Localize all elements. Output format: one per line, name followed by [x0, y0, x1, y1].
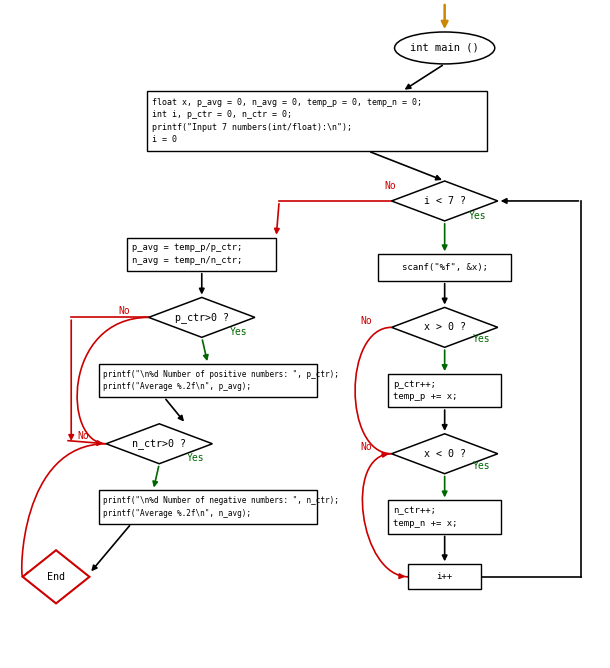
FancyBboxPatch shape: [389, 500, 501, 534]
Text: x > 0 ?: x > 0 ?: [424, 323, 465, 333]
Text: float x, p_avg = 0, n_avg = 0, temp_p = 0, temp_n = 0;
int i, p_ctr = 0, n_ctr =: float x, p_avg = 0, n_avg = 0, temp_p = …: [152, 98, 422, 144]
Text: Yes: Yes: [187, 454, 204, 464]
FancyBboxPatch shape: [147, 92, 487, 151]
Text: Yes: Yes: [469, 210, 487, 220]
Text: n_ctr++;
temp_n += x;: n_ctr++; temp_n += x;: [393, 506, 458, 528]
Text: p_avg = temp_p/p_ctr;
n_avg = temp_n/n_ctr;: p_avg = temp_p/p_ctr; n_avg = temp_n/n_c…: [132, 243, 243, 265]
Text: p_ctr>0 ?: p_ctr>0 ?: [175, 312, 229, 323]
Text: No: No: [360, 316, 372, 326]
FancyBboxPatch shape: [99, 490, 317, 524]
Ellipse shape: [395, 32, 495, 64]
Text: i++: i++: [437, 572, 453, 581]
Polygon shape: [106, 424, 212, 464]
Text: n_ctr>0 ?: n_ctr>0 ?: [132, 438, 186, 449]
Polygon shape: [23, 550, 90, 603]
Text: x < 0 ?: x < 0 ?: [424, 449, 465, 459]
Text: printf("\n%d Number of positive numbers: ", p_ctr);
printf("Average %.2f\n", p_a: printf("\n%d Number of positive numbers:…: [104, 370, 339, 391]
FancyBboxPatch shape: [127, 238, 276, 271]
Text: Yes: Yes: [472, 334, 490, 344]
Text: int main (): int main (): [411, 43, 479, 53]
Polygon shape: [392, 434, 498, 474]
Text: printf("\n%d Number of negative numbers: ", n_ctr);
printf("Average %.2f\n", n_a: printf("\n%d Number of negative numbers:…: [104, 496, 339, 518]
Text: Yes: Yes: [229, 327, 247, 337]
Text: No: No: [360, 442, 372, 452]
Text: i < 7 ?: i < 7 ?: [424, 196, 465, 206]
Polygon shape: [149, 297, 255, 337]
Polygon shape: [392, 307, 498, 347]
Text: No: No: [77, 431, 89, 441]
FancyBboxPatch shape: [378, 254, 511, 281]
FancyBboxPatch shape: [408, 564, 481, 589]
Text: No: No: [118, 306, 130, 316]
Text: No: No: [384, 181, 396, 191]
Text: End: End: [47, 572, 65, 582]
FancyBboxPatch shape: [99, 364, 317, 397]
Polygon shape: [392, 181, 498, 221]
Text: Yes: Yes: [472, 461, 490, 471]
Text: p_ctr++;
temp_p += x;: p_ctr++; temp_p += x;: [393, 380, 458, 401]
Text: scanf("%f", &x);: scanf("%f", &x);: [401, 263, 487, 272]
FancyBboxPatch shape: [389, 374, 501, 407]
